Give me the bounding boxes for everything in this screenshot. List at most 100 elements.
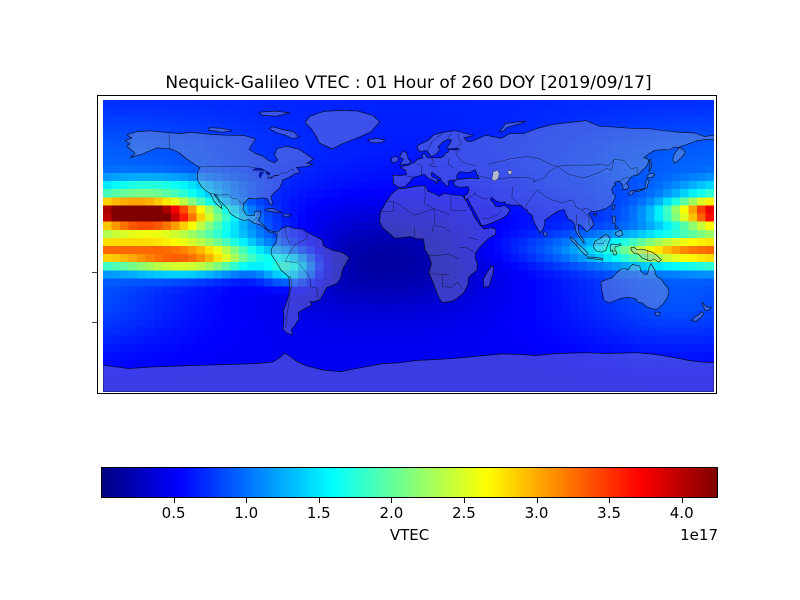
colorbar-tick-label: 2.0	[379, 504, 404, 522]
landmass	[614, 229, 624, 237]
landmass	[614, 224, 619, 230]
y-axis-tick	[92, 322, 97, 323]
country-border	[537, 189, 574, 203]
country-border	[432, 225, 434, 233]
landmass	[399, 150, 412, 166]
landmass	[258, 171, 265, 179]
landmass	[586, 256, 604, 261]
country-border	[448, 158, 454, 169]
landmass	[207, 127, 233, 133]
landmass	[258, 110, 291, 117]
colorbar-tick-mark	[318, 498, 320, 503]
country-border	[497, 166, 557, 183]
colorbar-tick-label: 3.5	[597, 504, 622, 522]
country-border	[379, 200, 394, 212]
landmass	[630, 246, 662, 263]
country-border	[247, 166, 294, 179]
y-axis-tick	[92, 272, 97, 273]
colorbar-tick-mark	[681, 498, 683, 503]
landmass	[507, 170, 513, 175]
country-border	[284, 227, 290, 245]
colorbar-tick-mark	[391, 498, 393, 503]
country-border	[488, 156, 638, 176]
colorbar-tick-mark	[246, 498, 248, 503]
landmass	[611, 204, 616, 211]
country-border	[594, 240, 606, 244]
landmass	[701, 301, 712, 311]
country-border	[455, 133, 462, 148]
landmass	[592, 213, 598, 217]
landmass	[611, 215, 617, 224]
colorbar-ticks: 0.5 1.0 1.5 2.0 2.5 3.0 3.5 4.0	[101, 498, 718, 524]
landmass	[304, 110, 380, 150]
landmass	[482, 265, 495, 288]
country-border	[474, 193, 488, 200]
landmass	[267, 176, 274, 179]
country-border	[450, 194, 467, 211]
landmass	[124, 130, 350, 336]
landmass	[268, 126, 300, 140]
country-border	[427, 133, 444, 151]
landmass	[379, 185, 497, 303]
landmass	[569, 236, 589, 256]
country-border	[448, 133, 453, 140]
colorbar	[101, 467, 718, 498]
landmass	[654, 311, 661, 317]
landmass	[264, 208, 283, 214]
colorbar-tick-label: 3.0	[524, 504, 549, 522]
chart-title: Nequick-Galileo VTEC : 01 Hour of 260 DO…	[165, 73, 652, 93]
landmass	[498, 120, 526, 132]
landmass	[628, 178, 650, 196]
country-border	[557, 159, 615, 179]
country-border	[483, 210, 502, 219]
coastlines-borders-overlay	[103, 110, 714, 392]
country-border	[393, 201, 450, 216]
colorbar-tick-mark	[609, 498, 611, 503]
colorbar-tick-label: 2.5	[451, 504, 476, 522]
country-border	[511, 186, 522, 206]
colorbar-tick-mark	[536, 498, 538, 503]
colorbar-tick-label: 1.0	[234, 504, 259, 522]
country-border	[251, 216, 258, 223]
landmass	[103, 352, 714, 392]
country-border	[476, 175, 491, 179]
landmass	[691, 311, 705, 322]
colorbar-tick-mark	[173, 498, 175, 503]
country-border	[623, 183, 627, 185]
vtec-heatmap-canvas	[103, 100, 714, 392]
country-border	[424, 185, 435, 209]
country-border	[581, 209, 592, 228]
country-border	[573, 200, 592, 212]
landmass	[543, 231, 548, 237]
country-border	[416, 163, 423, 169]
landmass	[392, 120, 714, 245]
country-border	[428, 158, 438, 168]
landmass	[264, 171, 271, 175]
colorbar-axis-label: VTEC	[389, 526, 430, 544]
colorbar-tick-label: 0.5	[161, 504, 186, 522]
country-border	[285, 238, 318, 298]
landmass	[367, 137, 386, 144]
landmass	[648, 158, 652, 172]
landmass	[391, 155, 399, 163]
country-border	[209, 193, 244, 205]
colorbar-offset-text: 1e17	[680, 526, 718, 544]
country-border	[459, 247, 477, 254]
landmass	[282, 213, 292, 218]
country-border	[455, 148, 477, 166]
landmass	[491, 169, 500, 182]
colorbar-tick-mark	[463, 498, 465, 503]
country-border	[619, 176, 629, 182]
country-border	[442, 274, 464, 290]
colorbar-tick-label: 1.5	[306, 504, 331, 522]
landmass	[646, 172, 656, 179]
country-border	[574, 213, 578, 230]
country-border	[429, 253, 459, 260]
world-map	[103, 100, 714, 392]
country-border	[428, 273, 450, 275]
landmass	[600, 263, 670, 310]
country-border	[433, 208, 450, 233]
country-border	[405, 175, 414, 178]
country-border	[467, 236, 479, 240]
